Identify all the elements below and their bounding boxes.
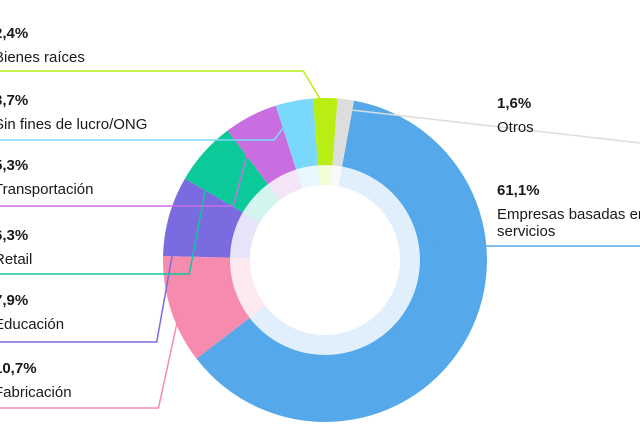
leader-line-4 [0,124,256,207]
inner-ring-3 [241,183,280,223]
leader-line-7 [344,108,640,144]
leader-line-1 [0,306,182,409]
pct-label-5: 3,7% [0,92,28,109]
pct-label-2: 7,9% [0,292,28,309]
category-label-3: Retail [0,251,32,268]
slice-4 [227,105,297,185]
inner-ring-4 [267,168,303,201]
slice-0 [196,100,487,423]
pct-label-3: 6,3% [0,227,28,244]
slice-3 [184,130,268,213]
pct-label-0: 61,1% [497,182,540,199]
pct-label-6: 2,4% [0,25,28,42]
pct-label-1: 10,7% [0,360,37,377]
category-label-2: Educación [0,316,64,333]
category-label-1: Fabricación [0,384,72,401]
category-label-0-1: servicios [497,223,555,240]
inner-ring-1 [229,257,266,319]
category-label-7: Otros [497,119,534,136]
leader-line-2 [0,218,180,343]
inner-ring-7 [330,164,343,187]
slice-5 [275,98,318,170]
category-label-0: Empresas basadas en [497,206,640,223]
category-label-6: Bienes raíces [0,49,85,66]
pct-label-7: 1,6% [497,95,531,112]
leader-line-6 [0,70,326,109]
category-label-5: Sin fines de lucro/ONG [0,116,147,133]
slice-2 [163,178,243,258]
inner-ring-5 [295,164,320,189]
leader-line-5 [0,110,297,141]
leader-line-3 [0,158,213,275]
category-label-4: Transportación [0,181,94,198]
donut-hole [250,185,400,335]
inner-ring-6 [317,163,333,186]
slice-1 [163,256,250,359]
pct-label-4: 5,3% [0,157,28,174]
slice-6 [313,98,338,166]
slice-7 [332,98,355,167]
inner-ring-2 [229,211,261,259]
